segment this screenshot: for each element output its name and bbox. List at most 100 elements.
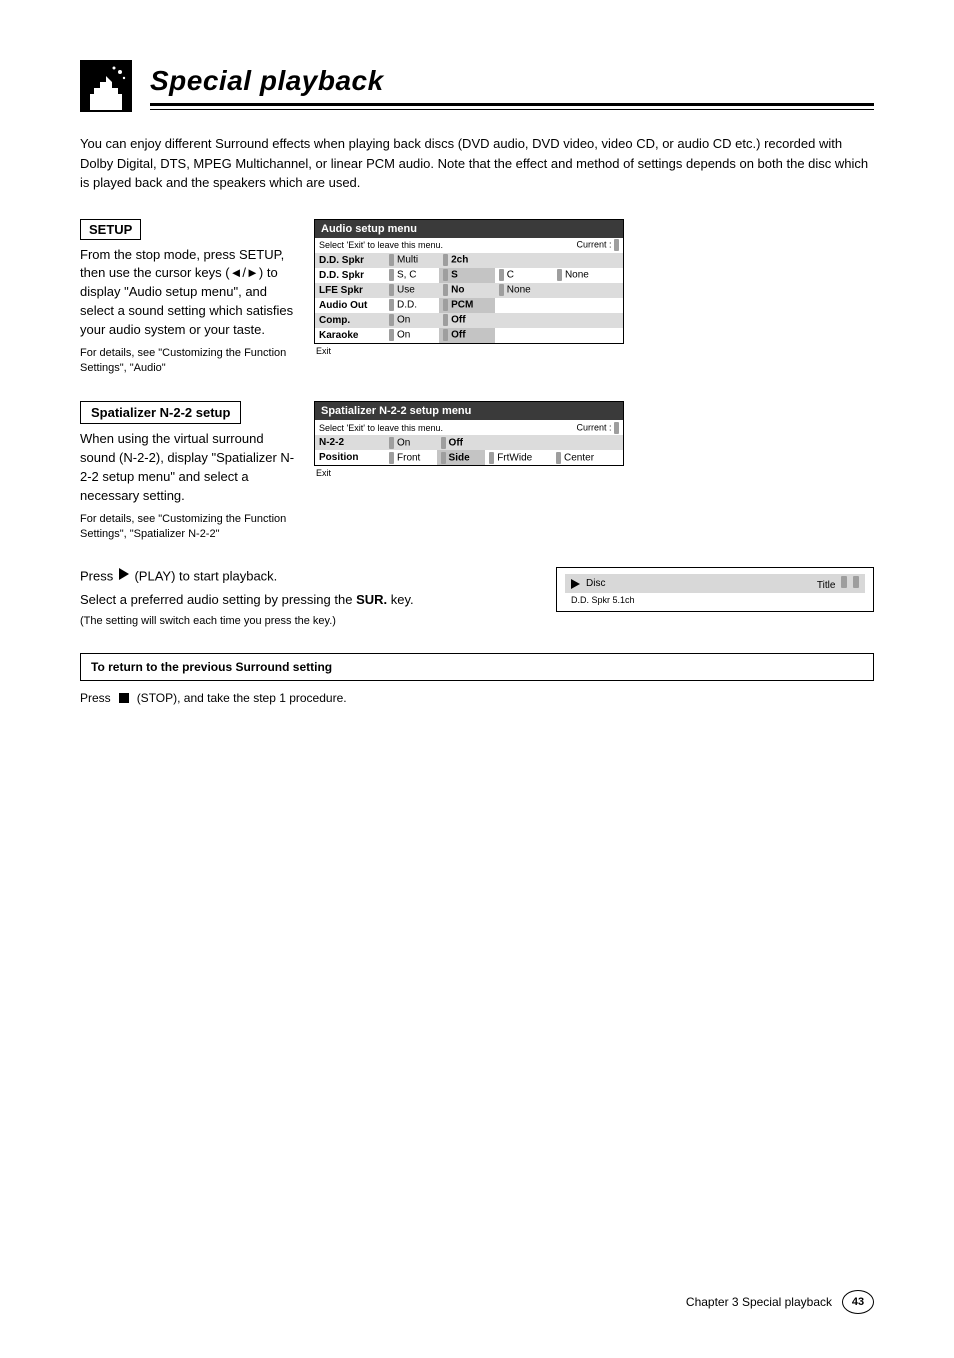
page-title: Special playback bbox=[150, 65, 874, 97]
osd-option: None bbox=[553, 268, 611, 283]
osd-option: C bbox=[495, 268, 553, 283]
osd-option bbox=[553, 298, 611, 313]
intro-text: You can enjoy different Surround effects… bbox=[80, 134, 874, 193]
play-icon bbox=[571, 579, 580, 589]
osd-option: None bbox=[495, 283, 553, 298]
osd-option: Center bbox=[552, 450, 612, 466]
osd-audio-title: Audio setup menu bbox=[315, 219, 624, 238]
step3-note: (The setting will switch each time you p… bbox=[80, 614, 542, 629]
page-header: Special playback bbox=[80, 60, 874, 112]
osd-n22-help: Select 'Exit' to leave this menu. bbox=[315, 420, 486, 435]
osd-row: D.D. SpkrMulti2ch bbox=[315, 253, 624, 268]
status-display: Disc Title D.D. Spkr 5.1ch bbox=[556, 567, 874, 612]
osd-audio-current: Current : bbox=[576, 239, 611, 249]
osd-option: FrtWide bbox=[485, 450, 552, 466]
page-number: 43 bbox=[842, 1290, 874, 1314]
osd-option: On bbox=[385, 435, 437, 450]
osd-row: D.D. SpkrS, CSCNone bbox=[315, 268, 624, 283]
section-icon bbox=[80, 60, 132, 112]
step2-text: When using the virtual surround sound (N… bbox=[80, 430, 300, 505]
osd-option bbox=[611, 298, 623, 313]
title-rule-thin bbox=[150, 109, 874, 110]
osd-option: Side bbox=[437, 450, 486, 466]
return-callout: To return to the previous Surround setti… bbox=[80, 653, 874, 681]
osd-option bbox=[612, 435, 623, 450]
osd-option: Use bbox=[385, 283, 439, 298]
osd-row-label: Position bbox=[315, 450, 386, 466]
step3-sub-before: Select a preferred audio setting by pres… bbox=[80, 592, 356, 607]
title-rule-thick bbox=[150, 103, 874, 106]
osd-option bbox=[552, 435, 612, 450]
osd-audio-help: Select 'Exit' to leave this menu. bbox=[315, 238, 495, 253]
osd-option bbox=[553, 253, 611, 268]
osd-row-label: D.D. Spkr bbox=[315, 253, 386, 268]
play-icon bbox=[117, 567, 131, 587]
osd-option bbox=[612, 450, 623, 466]
callout-body: Press (STOP), and take the step 1 proced… bbox=[80, 691, 874, 705]
footer-chapter: Chapter 3 Special playback bbox=[686, 1295, 832, 1309]
setup-key-label: SETUP bbox=[80, 219, 141, 240]
osd-option: Off bbox=[439, 328, 495, 344]
osd-row-label: Audio Out bbox=[315, 298, 386, 313]
osd-option bbox=[495, 313, 553, 328]
osd-option: S bbox=[439, 268, 495, 283]
osd-option bbox=[611, 283, 623, 298]
osd-row: Comp.OnOff bbox=[315, 313, 624, 328]
step-2: Spatializer N-2-2 setup When using the v… bbox=[80, 401, 874, 541]
osd-option: On bbox=[385, 313, 439, 328]
osd-audio-exit: Exit bbox=[314, 346, 624, 356]
step-3: Press (PLAY) to start playback. Select a… bbox=[80, 567, 874, 629]
osd-option bbox=[553, 313, 611, 328]
osd-option bbox=[495, 253, 553, 268]
step2-note: For details, see "Customizing the Functi… bbox=[80, 512, 300, 542]
marker-icon bbox=[841, 576, 847, 588]
current-marker-icon bbox=[614, 239, 619, 251]
osd-option: Multi bbox=[385, 253, 439, 268]
step3-sub-after: key. bbox=[391, 592, 414, 607]
osd-audio-table: Audio setup menu Select 'Exit' to leave … bbox=[314, 219, 624, 344]
marker-icon bbox=[853, 576, 859, 588]
step-1: SETUP From the stop mode, press SETUP, t… bbox=[80, 219, 874, 376]
osd-option: On bbox=[385, 328, 439, 344]
callout-before: Press bbox=[80, 691, 111, 705]
osd-n22-current: Current : bbox=[576, 422, 611, 432]
n22-key-label: Spatializer N-2-2 setup bbox=[80, 401, 241, 424]
step1-note: For details, see "Customizing the Functi… bbox=[80, 346, 300, 376]
current-marker-icon bbox=[614, 422, 619, 434]
step1-text: From the stop mode, press SETUP, then us… bbox=[80, 246, 300, 340]
stop-icon bbox=[119, 693, 129, 703]
osd-option: PCM bbox=[439, 298, 495, 313]
osd-option bbox=[495, 298, 553, 313]
osd-option: D.D. bbox=[385, 298, 439, 313]
osd-row-label: LFE Spkr bbox=[315, 283, 386, 298]
osd-option bbox=[611, 313, 623, 328]
osd-row: KaraokeOnOff bbox=[315, 328, 624, 344]
osd-row: Audio OutD.D.PCM bbox=[315, 298, 624, 313]
step3-before: Press bbox=[80, 569, 117, 584]
osd-option: Off bbox=[439, 313, 495, 328]
osd-option bbox=[611, 328, 623, 344]
osd-option bbox=[611, 253, 623, 268]
osd-row-label: D.D. Spkr bbox=[315, 268, 386, 283]
osd-option bbox=[553, 283, 611, 298]
osd-option bbox=[553, 328, 611, 344]
osd-row: LFE SpkrUseNoNone bbox=[315, 283, 624, 298]
osd-option bbox=[495, 328, 553, 344]
osd-option: Front bbox=[385, 450, 437, 466]
osd-row: N-2-2OnOff bbox=[315, 435, 624, 450]
status-line2: D.D. Spkr 5.1ch bbox=[565, 593, 865, 607]
page-footer: Chapter 3 Special playback 43 bbox=[0, 1290, 954, 1314]
osd-row-label: Karaoke bbox=[315, 328, 386, 344]
osd-option: No bbox=[439, 283, 495, 298]
sur-key-label: SUR. bbox=[356, 592, 387, 607]
osd-row-label: Comp. bbox=[315, 313, 386, 328]
status-right: Title bbox=[817, 580, 836, 591]
status-left: Disc bbox=[586, 578, 605, 589]
osd-row: PositionFrontSideFrtWideCenter bbox=[315, 450, 624, 466]
osd-n22-exit: Exit bbox=[314, 468, 624, 478]
osd-option: 2ch bbox=[439, 253, 495, 268]
osd-row-label: N-2-2 bbox=[315, 435, 386, 450]
callout-heading: To return to the previous Surround setti… bbox=[91, 660, 332, 674]
osd-n22-table: Spatializer N-2-2 setup menu Select 'Exi… bbox=[314, 401, 624, 466]
osd-option: S, C bbox=[385, 268, 439, 283]
